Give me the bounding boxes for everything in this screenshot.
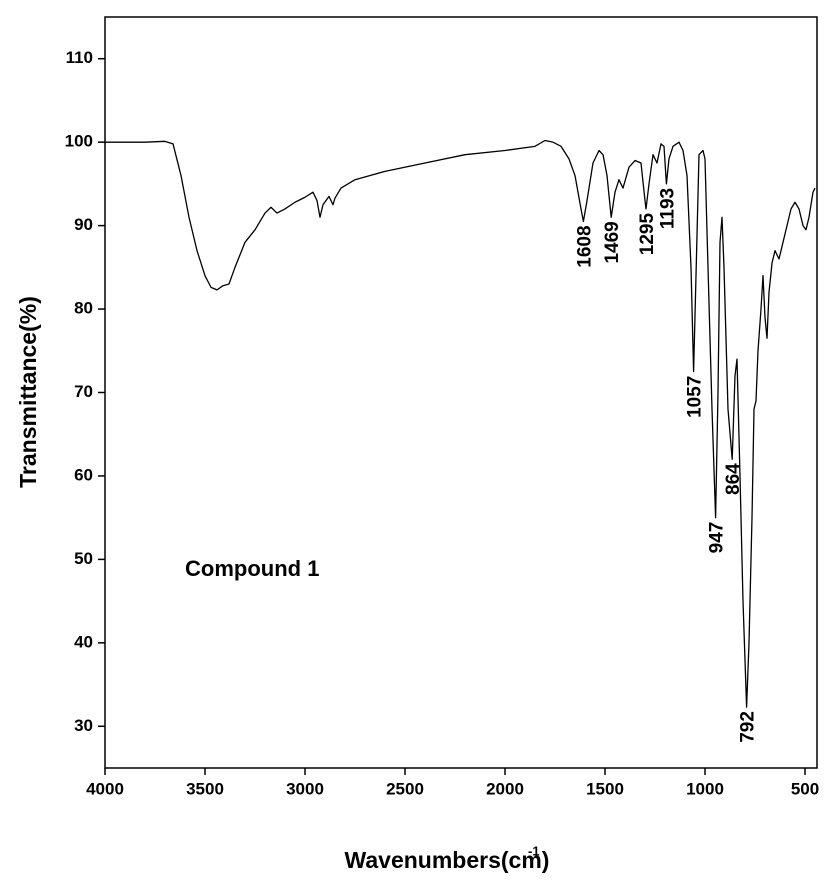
y-tick-label: 50 xyxy=(74,549,93,568)
plot-frame xyxy=(104,16,818,769)
x-tick-label: 4000 xyxy=(86,779,124,798)
peak-label: 1295 xyxy=(637,213,658,256)
peak-label: 792 xyxy=(738,711,759,743)
peak-label: 1193 xyxy=(657,188,678,229)
peak-label: 1057 xyxy=(685,376,706,418)
x-axis-label: Wavenumbers(cm) xyxy=(345,847,550,873)
peak-label: 1608 xyxy=(574,225,595,267)
spectrum-line xyxy=(105,139,816,708)
y-tick-label: 110 xyxy=(66,48,93,67)
x-tick-label: 2500 xyxy=(386,779,424,798)
compound-label: Compound 1 xyxy=(185,556,319,581)
x-tick-label: 3000 xyxy=(286,779,324,798)
x-axis-label-superscript: -1 xyxy=(528,843,540,858)
x-tick-label: 3500 xyxy=(186,779,224,798)
y-axis-label: Transmittance(%) xyxy=(15,296,41,488)
peak-label: 947 xyxy=(707,522,728,554)
x-tick-label: 2000 xyxy=(486,779,524,798)
y-tick-label: 90 xyxy=(74,215,93,234)
x-tick-label: 500 xyxy=(791,779,819,798)
y-tick-label: 40 xyxy=(74,632,93,651)
y-tick-label: 80 xyxy=(74,299,93,318)
y-tick-label: 60 xyxy=(74,465,93,484)
y-tick-label: 30 xyxy=(74,716,93,735)
x-tick-label: 1500 xyxy=(586,779,624,798)
y-tick-label: 70 xyxy=(74,382,93,401)
x-tick-label: 1000 xyxy=(686,779,724,798)
peak-label: 864 xyxy=(723,463,744,495)
y-tick-label: 100 xyxy=(65,132,93,151)
peak-label: 1469 xyxy=(602,221,623,263)
